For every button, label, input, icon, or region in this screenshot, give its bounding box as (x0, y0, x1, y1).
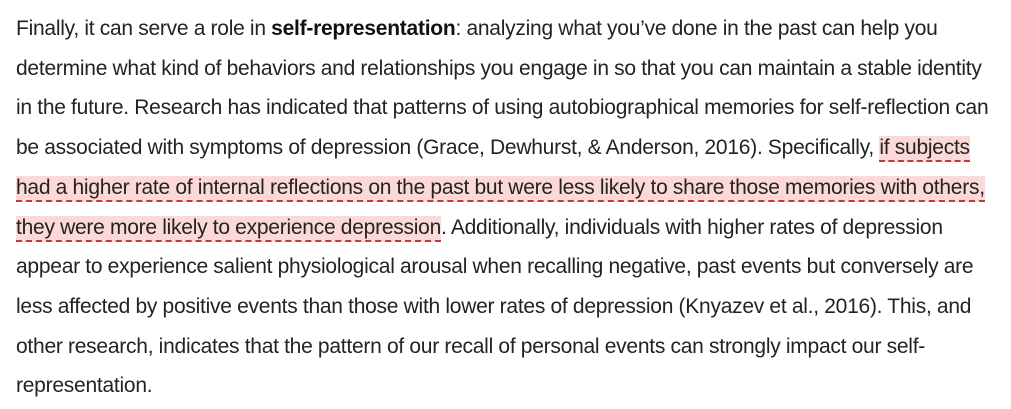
bold-term: self-representation (271, 17, 456, 40)
text-after-highlight: . Additionally, individuals with higher … (16, 215, 974, 398)
text-before-term: Finally, it can serve a role in (16, 17, 272, 40)
body-paragraph: Finally, it can serve a role in self-rep… (16, 9, 995, 406)
text-after-term: : analyzing what you’ve done in the past… (16, 17, 989, 160)
